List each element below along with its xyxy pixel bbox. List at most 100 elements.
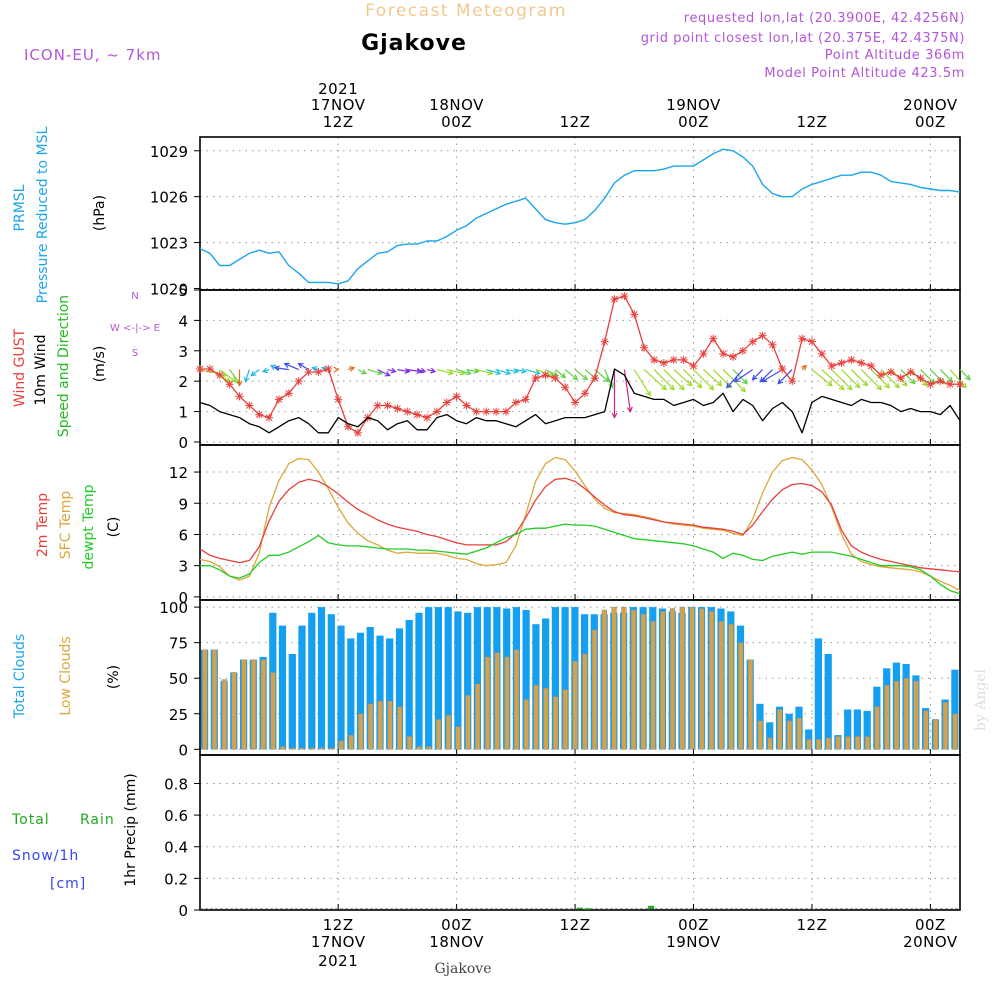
wind-gust-marker (916, 374, 925, 383)
total-cloud-bar (473, 607, 481, 750)
total-cloud-bar (814, 638, 822, 750)
wind-direction-arrow (416, 367, 427, 374)
wind-direction-arrow (273, 365, 289, 372)
wind-gust-marker (334, 395, 343, 404)
wind-label-dir: Speed and Direction (56, 295, 72, 437)
wind-gust-marker (689, 361, 698, 370)
wind-gust-marker (265, 413, 274, 422)
location-title: Gjakove (361, 31, 467, 56)
wind-direction-arrow (959, 369, 971, 381)
wind-direction-arrow (732, 369, 748, 385)
low-cloud-bar (397, 706, 403, 750)
low-cloud-bar (894, 680, 900, 750)
low-cloud-bar (484, 656, 491, 750)
pressure-panel: 1020 1023 1026 1029 (150, 136, 961, 298)
wind-gust-marker (531, 374, 540, 383)
low-cloud-bar (211, 649, 218, 750)
low-cloud-bar (777, 709, 783, 750)
precip-frame (199, 754, 961, 911)
clouds-label-low: Low Clouds (58, 636, 74, 715)
temp-2m-line (199, 477, 961, 573)
watermark: by Angel (973, 668, 989, 731)
wind-direction-arrow (683, 369, 703, 389)
model-altitude: Model Point Altitude 423.5m (764, 66, 965, 81)
wind-gust-marker (768, 340, 777, 349)
wind-gust-marker (235, 392, 244, 401)
low-cloud-bar (884, 685, 890, 750)
temp-tick-label: 0 (178, 589, 188, 607)
wind-direction-arrow (870, 369, 891, 389)
low-cloud-bar (250, 659, 257, 750)
total-cloud-bar (561, 607, 569, 750)
wind-direction-arrow (357, 369, 368, 375)
wind-direction-arrow (801, 364, 807, 371)
total-cloud-bar (376, 635, 384, 750)
wind-gust-marker (472, 407, 481, 416)
total-cloud-bar (444, 607, 452, 750)
total-cloud-bar (278, 625, 287, 750)
total-cloud-bar (434, 607, 442, 750)
total-cloud-bar (317, 607, 326, 750)
wind-gust-marker (551, 374, 560, 383)
total-cloud-bar (522, 610, 530, 750)
precip-panel: 0 0.2 0.4 0.6 0.8 (164, 754, 961, 920)
wind-compass-n: N (131, 291, 138, 302)
low-cloud-bar (445, 714, 452, 750)
low-cloud-bar (523, 699, 529, 750)
wind-gust-marker (946, 380, 955, 389)
low-cloud-bar (747, 659, 754, 750)
low-cloud-bar (923, 710, 929, 750)
precip-label-total: Total (11, 812, 50, 828)
wind-tick-label: 5 (178, 282, 188, 300)
low-cloud-bar (845, 736, 851, 750)
dewpt-line (200, 523, 961, 595)
total-cloud-bar (308, 612, 316, 750)
low-cloud-bar (786, 720, 793, 750)
wind-gust-marker (492, 407, 501, 416)
low-cloud-bar (367, 703, 374, 750)
wind-direction-arrow (311, 366, 319, 372)
low-cloud-bar (855, 736, 861, 750)
wind-tick-label: 0 (178, 434, 188, 452)
wind-gust-marker (857, 358, 866, 367)
temp-label-2m: 2m Temp (35, 493, 51, 557)
precip-tick-label: 0.6 (164, 807, 188, 825)
wind-gust-marker (225, 380, 234, 389)
wind-gust-marker (274, 395, 283, 404)
precip-label-cm: [cm] (50, 876, 86, 892)
wind-gust-marker (956, 380, 964, 389)
wind-direction-arrow (495, 369, 512, 376)
wind-tick-label: 2 (178, 373, 188, 391)
pressure-label-desc: Pressure Reduced to MSL (35, 126, 51, 303)
low-cloud-bar (582, 653, 588, 750)
low-cloud-bar (601, 609, 607, 750)
clouds-tick-label: 75 (169, 635, 188, 653)
wind-direction-arrow (831, 369, 853, 391)
wind-tick-label: 3 (178, 343, 188, 361)
temp-panel: 0 3 6 9 12 (169, 444, 961, 607)
wind-gust-marker (304, 368, 313, 377)
temp-label-sfc: SFC Temp (58, 491, 74, 560)
pressure-frame (199, 136, 961, 291)
bottom-time-label: 12Z (323, 916, 354, 934)
point-altitude: Point Altitude 366m (825, 48, 965, 63)
wind-label-10m: 10m Wind (33, 334, 49, 405)
low-cloud-bar (533, 685, 539, 750)
clouds-tick-label: 50 (169, 670, 188, 688)
wind-gust-marker (215, 371, 224, 380)
low-cloud-bar (202, 649, 208, 750)
top-time-label: 18NOV (429, 96, 484, 114)
top-time-label: 00Z (441, 113, 472, 131)
temp-label-dewpt: dewpt Temp (81, 484, 97, 569)
wind-direction-arrow (554, 369, 567, 379)
wind-direction-arrow (250, 369, 260, 377)
wind-direction-arrow (663, 369, 685, 391)
low-cloud-bar (689, 606, 695, 750)
low-cloud-bar (874, 706, 880, 750)
low-cloud-bar (280, 746, 286, 750)
wind-tick-label: 4 (178, 312, 188, 330)
wind-direction-arrow (722, 369, 746, 393)
wind-direction-arrow (777, 369, 793, 385)
low-cloud-bar (816, 739, 822, 750)
wind-gust-marker (620, 292, 629, 301)
